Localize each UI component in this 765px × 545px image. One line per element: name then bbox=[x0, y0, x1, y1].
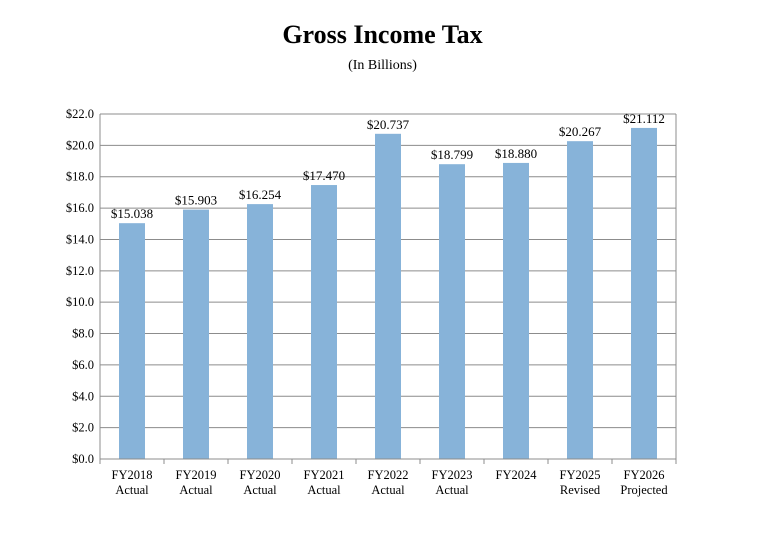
y-tick-label: $22.0 bbox=[66, 107, 94, 121]
x-tick-label: FY2019 bbox=[176, 468, 217, 482]
x-tick-label: Actual bbox=[307, 483, 341, 497]
axes bbox=[99, 114, 677, 464]
data-label: $20.737 bbox=[367, 117, 410, 132]
bar bbox=[567, 141, 593, 460]
data-label: $21.112 bbox=[623, 111, 665, 126]
data-label: $15.038 bbox=[111, 206, 153, 221]
x-tick-label: FY2025 bbox=[560, 468, 601, 482]
x-tick-label: Actual bbox=[371, 483, 405, 497]
x-tick-label: Actual bbox=[243, 483, 277, 497]
bar bbox=[375, 133, 401, 459]
x-tick-label: FY2026 bbox=[624, 468, 665, 482]
chart-subtitle: (In Billions) bbox=[348, 58, 417, 73]
x-tick-label: Actual bbox=[179, 483, 213, 497]
y-tick-label: $8.0 bbox=[72, 327, 94, 341]
data-labels: $15.038 $15.903 $16.254 $17.470 $20.737 $18.7… bbox=[111, 111, 665, 221]
y-tick-label: $4.0 bbox=[72, 389, 94, 403]
y-tick-label: $12.0 bbox=[66, 264, 94, 278]
chart-title: Gross Income Tax bbox=[282, 20, 483, 49]
bars bbox=[119, 127, 657, 460]
y-tick-label: $6.0 bbox=[72, 358, 94, 372]
x-tick-label: FY2023 bbox=[432, 468, 473, 482]
data-label: $15.903 bbox=[175, 193, 217, 208]
bar bbox=[311, 185, 337, 459]
x-tick-label: Projected bbox=[620, 483, 668, 497]
y-tick-label: $16.0 bbox=[66, 201, 94, 215]
x-tick-label: FY2018 bbox=[112, 468, 153, 482]
bar bbox=[247, 204, 273, 459]
bar bbox=[439, 164, 465, 459]
x-tick-label: Revised bbox=[560, 483, 601, 497]
x-tick-label: FY2020 bbox=[240, 468, 281, 482]
x-tick-label: Actual bbox=[115, 483, 149, 497]
y-tick-label: $20.0 bbox=[66, 138, 94, 152]
y-tick-label: $14.0 bbox=[66, 232, 94, 246]
y-axis-tick-labels: $0.0 $2.0 $4.0 $6.0 $8.0 $10.0 $12.0 $14.0 $16.0… bbox=[66, 107, 94, 466]
bar bbox=[183, 209, 209, 459]
data-label: $18.880 bbox=[495, 146, 537, 161]
bar bbox=[119, 223, 145, 459]
data-label: $18.799 bbox=[431, 147, 473, 162]
x-tick-label: FY2024 bbox=[496, 468, 538, 482]
x-tick-label: Actual bbox=[435, 483, 469, 497]
y-tick-label: $10.0 bbox=[66, 295, 94, 309]
data-label: $20.267 bbox=[559, 124, 602, 139]
data-label: $17.470 bbox=[303, 168, 345, 183]
y-tick-label: $2.0 bbox=[72, 421, 94, 435]
data-label: $16.254 bbox=[239, 187, 282, 202]
bar bbox=[503, 162, 529, 459]
y-tick-label: $0.0 bbox=[72, 452, 94, 466]
y-tick-label: $18.0 bbox=[66, 170, 94, 184]
x-tick-label: FY2022 bbox=[368, 468, 409, 482]
x-axis-category-labels: FY2018ActualFY2019ActualFY2020ActualFY20… bbox=[112, 468, 669, 497]
bar bbox=[631, 127, 657, 460]
x-tick-label: FY2021 bbox=[304, 468, 345, 482]
